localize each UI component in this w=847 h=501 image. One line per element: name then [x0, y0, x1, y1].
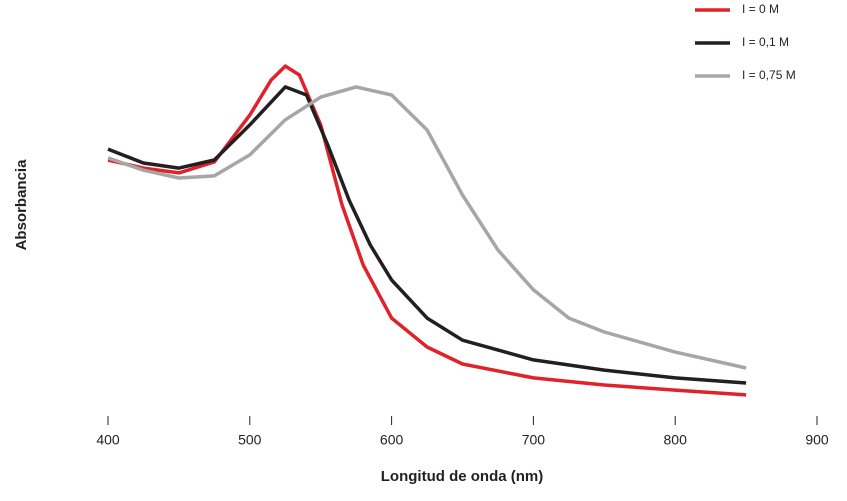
line-series: [107, 85, 747, 370]
x-tick-label: 800: [664, 432, 688, 448]
x-tick-label: 700: [522, 432, 546, 448]
x-tick-label: 900: [805, 432, 829, 448]
legend-label: I = 0,1 M: [742, 35, 789, 49]
line-series: [107, 64, 747, 397]
legend-label: I = 0 M: [742, 2, 779, 16]
x-tick-label: 600: [380, 432, 404, 448]
y-axis-title: Absorbancia: [13, 159, 30, 251]
line-series: [107, 85, 747, 385]
x-axis-title: Longitud de onda (nm): [381, 468, 543, 485]
x-tick-label: 500: [238, 432, 262, 448]
legend-label: I = 0,75 M: [742, 68, 796, 82]
x-tick-label: 400: [96, 432, 120, 448]
